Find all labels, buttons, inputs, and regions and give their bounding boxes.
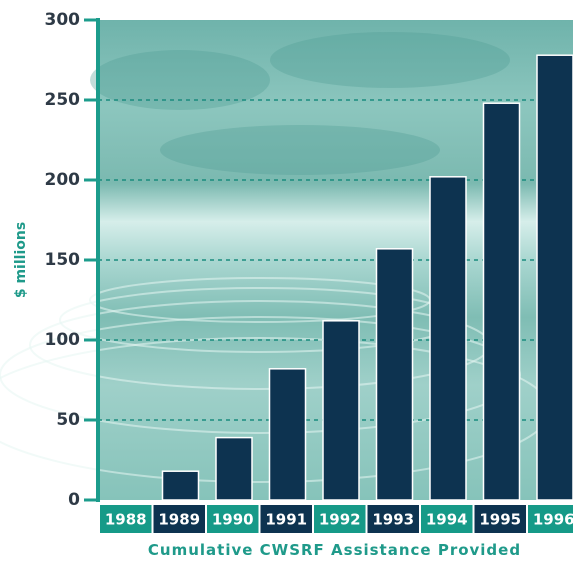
x-tick-label-1988: 1988 (105, 511, 147, 529)
bar-1996 (536, 54, 573, 501)
x-tick-box-1995 (474, 505, 526, 533)
x-tick-box-1993 (367, 505, 419, 533)
y-axis-title: $ millions (13, 222, 29, 298)
y-tick-label-300: 300 (45, 10, 81, 30)
bar-1991 (268, 368, 307, 501)
bar-1993 (375, 248, 414, 501)
chart-title: Cumulative CWSRF Assistance Provided (147, 541, 522, 559)
bars (161, 54, 573, 501)
bar-1989 (161, 470, 200, 501)
x-tick-label-1996: 1996 (533, 511, 573, 529)
bar-1992 (322, 320, 360, 501)
x-tick-label-1991: 1991 (265, 511, 307, 529)
y-axis: 0 50 100 150 200 250 300 (45, 10, 100, 510)
bar-1990 (215, 436, 253, 501)
x-tick-labels: 1988 1989 1990 1991 1992 1993 1994 1995 1996 (100, 505, 573, 533)
y-tick-labels: 0 50 100 150 200 250 300 (45, 10, 98, 510)
y-tick-label-0: 0 (68, 490, 80, 510)
x-tick-label-1994: 1994 (426, 511, 468, 529)
y-tick-label-50: 50 (56, 410, 80, 430)
x-tick-box-1989 (153, 505, 205, 533)
x-tick-box-1991 (260, 505, 312, 533)
bar-1994 (429, 176, 467, 501)
y-tick-label-150: 150 (45, 250, 81, 270)
x-tick-label-1993: 1993 (372, 511, 414, 529)
x-tick-box-1994 (421, 505, 473, 533)
x-tick-label-1990: 1990 (212, 511, 254, 529)
x-tick-box-1988 (100, 505, 152, 533)
x-tick-label-1992: 1992 (319, 511, 361, 529)
x-tick-box-1996 (528, 505, 573, 533)
bar-1995 (482, 102, 521, 501)
y-tick-label-250: 250 (45, 90, 81, 110)
x-tick-box-1992 (314, 505, 366, 533)
x-tick-box-1990 (207, 505, 259, 533)
x-tick-label-1995: 1995 (479, 511, 521, 529)
y-tick-label-100: 100 (45, 330, 81, 350)
y-tick-label-200: 200 (45, 170, 81, 190)
x-tick-label-1989: 1989 (158, 511, 200, 529)
